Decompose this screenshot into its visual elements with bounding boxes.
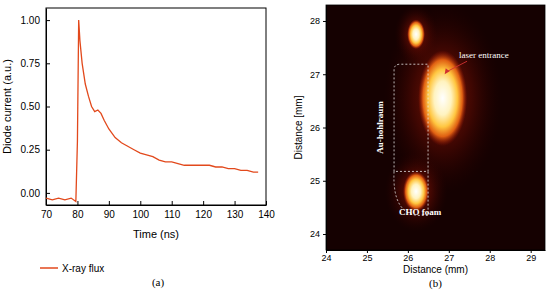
y-axis-title: Distance [mm] — [293, 95, 304, 159]
x-tick-label: 100 — [132, 209, 149, 220]
x-tick-label: 90 — [104, 209, 116, 220]
y-tick: 25 — [310, 176, 326, 186]
data-line — [46, 20, 258, 201]
x-tick-label: 24 — [321, 253, 331, 263]
y-tick-mark — [323, 234, 326, 235]
x-tick-mark — [77, 201, 78, 205]
x-tick: 28 — [485, 250, 495, 263]
image-frame — [326, 5, 545, 250]
x-tick-label: 80 — [72, 209, 84, 220]
image-area — [326, 5, 545, 250]
x-tick: 110 — [164, 201, 180, 220]
panel-caption: (a) — [152, 276, 165, 289]
x-tick-label: 120 — [195, 209, 212, 220]
y-tick-mark — [46, 63, 50, 64]
panel-caption: (b) — [429, 277, 442, 290]
y-tick-mark — [46, 107, 50, 108]
y-tick-label: 0.00 — [21, 188, 41, 199]
x-axis: 70 80 90 100 110 120 130 140 — [41, 201, 275, 220]
y-tick-label: 24 — [310, 229, 320, 239]
x-tick-mark — [109, 201, 110, 205]
x-tick: 80 — [72, 201, 84, 220]
x-axis-title: Time (ns) — [133, 228, 179, 240]
plot-area — [46, 20, 258, 201]
y-tick-label: 25 — [310, 176, 320, 186]
y-tick: 26 — [310, 123, 326, 133]
y-tick-mark — [323, 21, 326, 22]
x-tick-label: 26 — [403, 253, 413, 263]
x-tick-mark — [203, 201, 204, 205]
x-tick-label: 27 — [444, 253, 454, 263]
emission-spot — [403, 171, 429, 211]
x-tick-mark — [140, 201, 141, 205]
x-tick-label: 140 — [258, 209, 275, 220]
x-axis: 24 25 26 27 28 29 — [321, 250, 545, 263]
figure: 70 80 90 100 110 120 130 140 0.00 0.25 0.50 0.75 1.0… — [0, 0, 551, 291]
legend-label: X-ray flux — [62, 263, 104, 274]
x-tick-mark — [235, 201, 236, 205]
y-tick-label: 28 — [310, 16, 320, 26]
x-tick: 120 — [195, 201, 212, 220]
y-tick-mark — [323, 128, 326, 129]
annotation-arrow — [448, 61, 467, 71]
x-tick: 24 — [321, 250, 331, 263]
y-tick: 27 — [310, 70, 326, 80]
panel-a: 70 80 90 100 110 120 130 140 0.00 0.25 0.50 0.75 1.0… — [1, 8, 275, 289]
x-tick-mark — [172, 201, 173, 205]
hohlraum-outline — [394, 64, 428, 171]
y-tick-label: 0.75 — [21, 58, 41, 69]
y-tick-mark — [46, 150, 50, 151]
emission-spot — [418, 50, 467, 146]
y-tick-label: 27 — [310, 70, 320, 80]
y-tick-mark — [46, 20, 50, 21]
x-tick: 100 — [132, 201, 149, 220]
x-tick-label: 29 — [526, 253, 536, 263]
x-tick-label: 130 — [227, 209, 244, 220]
x-tick: 90 — [104, 201, 116, 220]
x-axis-title: Distance (mm) — [403, 264, 468, 275]
x-tick-label: 25 — [362, 253, 372, 263]
emission-spot — [407, 19, 425, 49]
x-tick: 27 — [444, 250, 454, 263]
annotation: CHO foam — [399, 207, 442, 217]
y-tick-mark — [323, 74, 326, 75]
y-tick: 24 — [310, 229, 326, 239]
x-tick: 25 — [362, 250, 372, 263]
x-tick: 130 — [227, 201, 244, 220]
x-tick-label: 70 — [41, 209, 53, 220]
y-tick-mark — [323, 181, 326, 182]
y-tick: 28 — [310, 16, 326, 26]
x-tick-label: 28 — [485, 253, 495, 263]
x-tick-label: 110 — [164, 209, 180, 220]
annotation-arrowhead — [445, 68, 450, 74]
y-tick-label: 26 — [310, 123, 320, 133]
legend-swatch — [40, 267, 58, 269]
annotation: laser entrance — [459, 50, 509, 60]
x-tick: 26 — [403, 250, 413, 263]
annotation: Au-hohlraum — [375, 101, 385, 154]
x-tick: 29 — [526, 250, 536, 263]
y-tick-label: 0.25 — [21, 144, 41, 155]
y-axis-title: Diode current (a.u.) — [1, 59, 13, 154]
x-tick: 140 — [258, 201, 275, 220]
y-tick-label: 1.00 — [21, 15, 41, 26]
y-tick-mark — [46, 193, 50, 194]
panel-b: 24 25 26 27 28 29 24 25 26 27 28 laser entrance Au-h… — [293, 2, 546, 290]
y-tick-label: 0.50 — [21, 101, 41, 112]
plot-frame — [46, 8, 266, 205]
y-axis: 24 25 26 27 28 — [310, 6, 327, 251]
